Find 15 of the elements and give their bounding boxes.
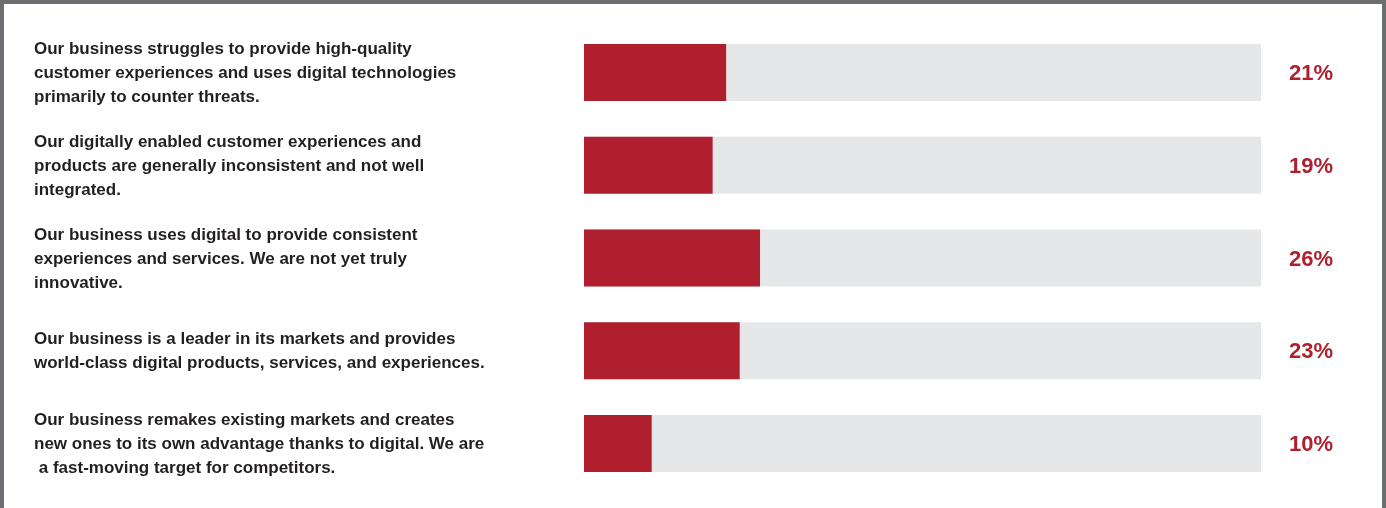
data-label: 26% [1288,245,1334,271]
data-label: 19% [1288,152,1334,178]
y-tick-label: Our digitally enabled customer experiences and products are generally inconsistent and not well integrated. [34,131,429,199]
bar [584,229,761,287]
bar [584,136,713,194]
y-tick-label: Our business is a leader in its markets and provides world-class digital products, services, and experiences. [33,329,485,373]
y-tick-label: Our business struggles to provide high-quality customer experiences and uses digital technologies primarily to counter threats. [34,38,462,106]
bar [584,415,652,473]
data-label: 21% [1288,59,1334,85]
bar [584,43,727,101]
y-tick-label: Our business remakes existing markets and creates new ones to its own advantage thanks to digital. We are a fast-moving target for competitors. [34,410,485,478]
data-label: 10% [1288,431,1334,457]
y-tick-label: Our business uses digital to provide consistent experiences and services. We are not yet truly innovative. [34,224,423,292]
data-label: 23% [1288,338,1334,364]
bar [584,322,740,380]
